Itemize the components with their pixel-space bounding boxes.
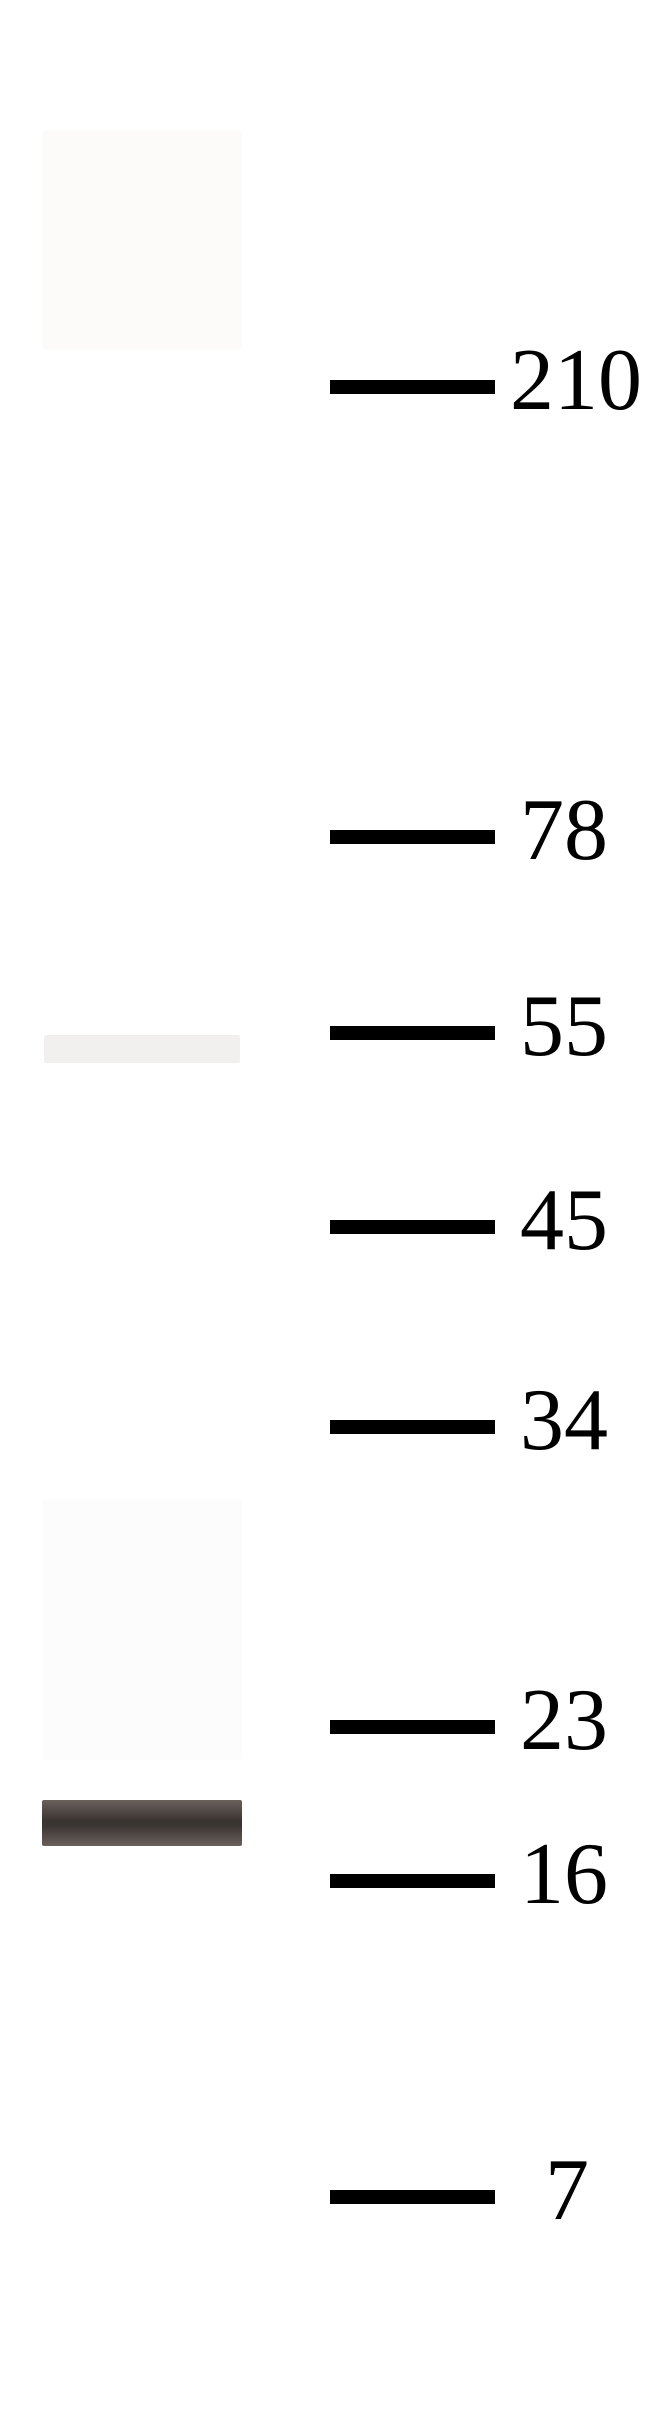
marker-tick-210 (330, 380, 495, 394)
marker-label-78: 78 (520, 780, 608, 881)
marker-tick-55 (330, 1026, 495, 1040)
sample-lane (42, 0, 242, 2422)
marker-label-7: 7 (545, 2140, 589, 2241)
marker-tick-34 (330, 1420, 495, 1434)
marker-label-210: 210 (510, 330, 642, 431)
main-band (42, 1800, 242, 1846)
marker-label-23: 23 (520, 1670, 608, 1771)
marker-label-34: 34 (520, 1370, 608, 1471)
marker-label-45: 45 (520, 1170, 608, 1271)
marker-tick-7 (330, 2190, 495, 2204)
marker-label-55: 55 (520, 976, 608, 1077)
lane-smudge (42, 1500, 242, 1760)
lane-smudge (42, 130, 242, 350)
marker-tick-23 (330, 1720, 495, 1734)
marker-label-16: 16 (520, 1824, 608, 1925)
faint-band-55kda (44, 1035, 240, 1063)
marker-tick-78 (330, 830, 495, 844)
marker-tick-16 (330, 1874, 495, 1888)
western-blot-figure: 210 78 55 45 34 23 16 7 (0, 0, 650, 2422)
marker-tick-45 (330, 1220, 495, 1234)
